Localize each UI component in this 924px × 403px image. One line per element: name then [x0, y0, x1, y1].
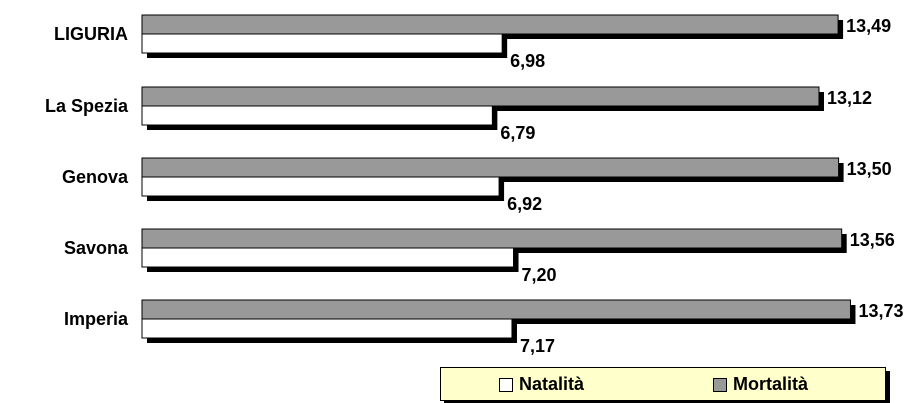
bar-natalita [141, 105, 493, 126]
legend-swatch-natalita [499, 377, 513, 392]
category-label: La Spezia [45, 96, 129, 116]
legend-swatch-mortalita [713, 377, 727, 392]
bar-natalita [141, 318, 513, 339]
value-label-natalita: 7,20 [522, 265, 557, 285]
bar-natalita [141, 247, 515, 268]
legend-label-natalita: Natalità [519, 374, 585, 394]
value-label-mortalita: 13,73 [858, 301, 903, 321]
value-label-natalita: 7,17 [520, 336, 555, 356]
value-label-natalita: 6,79 [500, 123, 535, 143]
category-label: Genova [62, 167, 129, 187]
value-label-mortalita: 13,56 [850, 230, 895, 250]
category-label: LIGURIA [54, 24, 128, 44]
bar-mortalita [141, 228, 843, 249]
value-label-natalita: 6,92 [507, 194, 542, 214]
legend-item-natalita: Natalità [499, 374, 584, 395]
legend: Natalità Mortalità [440, 367, 886, 401]
value-label-natalita: 6,98 [510, 51, 545, 71]
category-label: Imperia [64, 309, 129, 329]
bar-natalita [141, 33, 503, 54]
bar-mortalita [141, 299, 851, 320]
legend-item-mortalita: Mortalità [713, 374, 808, 395]
category-label: Savona [64, 238, 129, 258]
value-label-mortalita: 13,49 [846, 16, 891, 36]
bar-mortalita [141, 86, 820, 107]
bar-natalita [141, 176, 500, 197]
bar-mortalita [141, 157, 840, 178]
value-label-mortalita: 13,50 [847, 159, 892, 179]
bar-mortalita [141, 14, 839, 35]
legend-label-mortalita: Mortalità [733, 374, 809, 394]
value-label-mortalita: 13,12 [827, 88, 872, 108]
